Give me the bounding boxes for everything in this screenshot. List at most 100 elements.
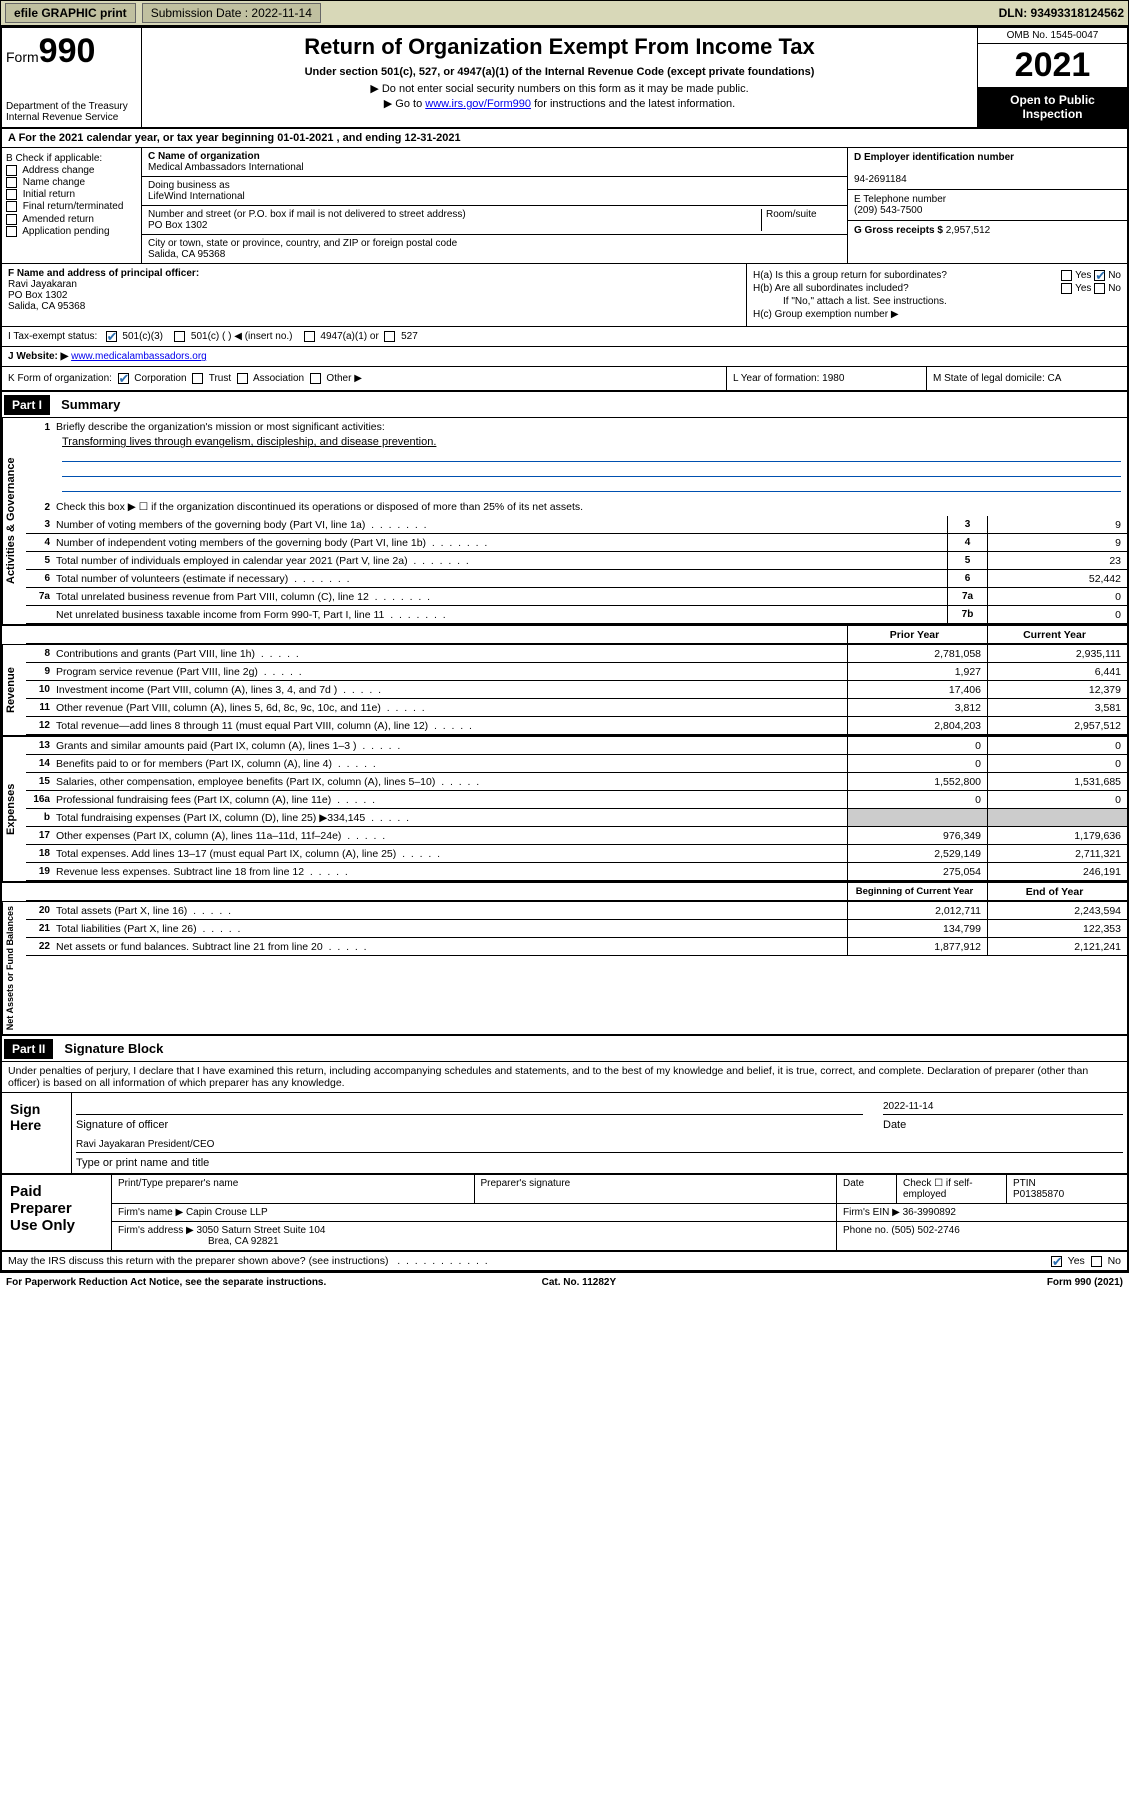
sig-date-label: Date (883, 1119, 906, 1131)
part-ii-label: Part II (4, 1039, 53, 1059)
discuss-no-checkbox[interactable] (1091, 1256, 1102, 1267)
room-suite-label: Room/suite (761, 209, 841, 231)
form-label: Form (6, 49, 39, 65)
irs-link[interactable]: www.irs.gov/Form990 (425, 98, 531, 110)
line1-text: Briefly describe the organization's miss… (56, 419, 1127, 435)
efile-print-button[interactable]: efile GRAPHIC print (5, 3, 136, 23)
activities-governance-section: Activities & Governance 1Briefly describ… (2, 418, 1127, 626)
ha-yes-checkbox[interactable] (1061, 270, 1072, 281)
gov-vlabel: Activities & Governance (2, 418, 26, 624)
prior-val: 17,406 (847, 681, 987, 698)
gov-line-box: 6 (947, 570, 987, 587)
curr-val: 2,243,594 (987, 902, 1127, 919)
phone-value: (209) 543-7500 (854, 205, 922, 216)
officer-label: F Name and address of principal officer: (8, 268, 199, 279)
expenses-section: Expenses 13Grants and similar amounts pa… (2, 737, 1127, 883)
gross-receipts-label: G Gross receipts $ (854, 225, 943, 236)
end-year-hdr: End of Year (987, 883, 1127, 900)
other-checkbox[interactable] (310, 373, 321, 384)
line-text: Salaries, other compensation, employee b… (56, 774, 847, 790)
gov-line-val: 0 (987, 606, 1127, 623)
colb-checkbox[interactable] (6, 177, 17, 188)
curr-val: 6,441 (987, 663, 1127, 680)
501c3-checkbox[interactable] (106, 331, 117, 342)
preparer-name-hdr: Print/Type preparer's name (112, 1175, 475, 1203)
signature-section: Sign Here Signature of officer 2022-11-1… (2, 1093, 1127, 1175)
sign-here-label: Sign Here (2, 1093, 72, 1173)
year-formation: L Year of formation: 1980 (727, 367, 927, 390)
curr-val: 1,179,636 (987, 827, 1127, 844)
colb-checkbox[interactable] (6, 201, 17, 212)
part-i-header-row: Part I Summary (2, 392, 1127, 418)
curr-val: 2,935,111 (987, 645, 1127, 662)
line-text: Total expenses. Add lines 13–17 (must eq… (56, 846, 847, 862)
paid-preparer-section: Paid Preparer Use Only Print/Type prepar… (2, 1175, 1127, 1252)
line-text: Total revenue—add lines 8 through 11 (mu… (56, 718, 847, 734)
gov-line-box: 5 (947, 552, 987, 569)
form-ref: Form 990 (2021) (1047, 1277, 1123, 1288)
form-subtitle: Under section 501(c), 527, or 4947(a)(1)… (148, 66, 971, 78)
org-name: Medical Ambassadors International (148, 162, 304, 173)
officer-addr2: Salida, CA 95368 (8, 301, 85, 312)
firm-name-label: Firm's name ▶ (118, 1207, 183, 1218)
hb-no-checkbox[interactable] (1094, 283, 1105, 294)
beg-year-hdr: Beginning of Current Year (847, 883, 987, 900)
current-year-hdr: Current Year (987, 626, 1127, 643)
prior-val: 976,349 (847, 827, 987, 844)
line2-text: Check this box ▶ ☐ if the organization d… (56, 499, 1127, 515)
colb-checkbox[interactable] (6, 189, 17, 200)
phone-label: E Telephone number (854, 194, 946, 205)
gov-line-val: 52,442 (987, 570, 1127, 587)
trust-checkbox[interactable] (192, 373, 203, 384)
exp-vlabel: Expenses (2, 737, 26, 881)
city-state-zip: Salida, CA 95368 (148, 249, 225, 260)
row-f-h: F Name and address of principal officer:… (2, 264, 1127, 327)
line-text: Total fundraising expenses (Part IX, col… (56, 810, 847, 826)
dba-label: Doing business as (148, 180, 230, 191)
website-link[interactable]: www.medicalambassadors.org (71, 351, 207, 362)
cat-no: Cat. No. 11282Y (542, 1277, 616, 1288)
curr-val: 0 (987, 791, 1127, 808)
ha-no-checkbox[interactable] (1094, 270, 1105, 281)
row-k-l-m: K Form of organization: Corporation Trus… (2, 367, 1127, 392)
paid-preparer-label: Paid Preparer Use Only (2, 1175, 112, 1250)
pra-notice: For Paperwork Reduction Act Notice, see … (6, 1277, 326, 1288)
row-i-tax-status: I Tax-exempt status: 501(c)(3) 501(c) ( … (2, 327, 1127, 347)
discuss-yes-checkbox[interactable] (1051, 1256, 1062, 1267)
line-text: Total liabilities (Part X, line 26) . . … (56, 921, 847, 937)
501c-checkbox[interactable] (174, 331, 185, 342)
col-c-org-info: C Name of organizationMedical Ambassador… (142, 148, 847, 263)
gross-receipts-value: 2,957,512 (946, 225, 991, 236)
form-header: Form990 Department of the Treasury Inter… (2, 28, 1127, 129)
line-text: Benefits paid to or for members (Part IX… (56, 756, 847, 772)
hc-label: H(c) Group exemption number ▶ (753, 309, 1121, 320)
colb-checkbox[interactable] (6, 214, 17, 225)
part-ii-title: Signature Block (56, 1038, 171, 1059)
prior-val: 0 (847, 791, 987, 808)
colb-checkbox[interactable] (6, 165, 17, 176)
gov-line-val: 0 (987, 588, 1127, 605)
527-checkbox[interactable] (384, 331, 395, 342)
tax-year: 2021 (978, 44, 1127, 87)
line-text: Professional fundraising fees (Part IX, … (56, 792, 847, 808)
colb-checkbox[interactable] (6, 226, 17, 237)
prior-val: 275,054 (847, 863, 987, 880)
section-b-through-g: B Check if applicable: Address change Na… (2, 148, 1127, 264)
firm-addr-label: Firm's address ▶ (118, 1225, 194, 1236)
4947-checkbox[interactable] (304, 331, 315, 342)
state-domicile: M State of legal domicile: CA (927, 367, 1127, 390)
officer-name: Ravi Jayakaran (8, 279, 77, 290)
gov-line-text: Total unrelated business revenue from Pa… (56, 589, 947, 605)
top-toolbar: efile GRAPHIC print Submission Date : 20… (0, 0, 1129, 26)
curr-val: 122,353 (987, 920, 1127, 937)
part-i-label: Part I (4, 395, 50, 415)
form-container: Form990 Department of the Treasury Inter… (0, 26, 1129, 1273)
prior-val: 2,012,711 (847, 902, 987, 919)
city-label: City or town, state or province, country… (148, 238, 457, 249)
hb-yes-checkbox[interactable] (1061, 283, 1072, 294)
assoc-checkbox[interactable] (237, 373, 248, 384)
preparer-sig-hdr: Preparer's signature (475, 1175, 838, 1203)
corp-checkbox[interactable] (118, 373, 129, 384)
ha-label: H(a) Is this a group return for subordin… (753, 270, 947, 281)
addr-label: Number and street (or P.O. box if mail i… (148, 209, 466, 220)
